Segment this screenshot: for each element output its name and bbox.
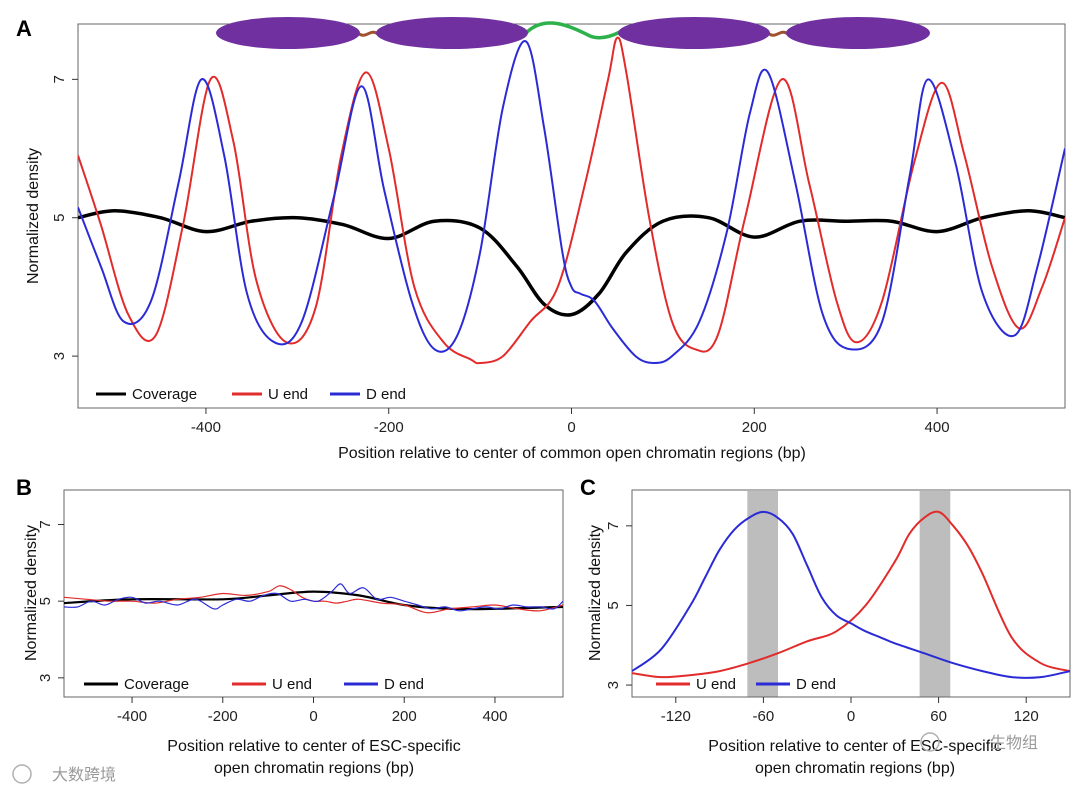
panel-b-series-d-end-line — [64, 583, 563, 612]
panel-a-legend-label-u-end: U end — [268, 386, 308, 403]
panel-c-xtick-label--60: -60 — [753, 708, 775, 725]
panel-c-ytick-label-5: 5 — [605, 601, 622, 609]
panel-b-xtick-label-400: 400 — [482, 708, 507, 725]
nucleosome-diagram — [216, 17, 930, 49]
panel-c-xlabel-line2: open chromatin regions (bp) — [755, 760, 955, 777]
panel-a-xtick-label--400: -400 — [191, 419, 221, 436]
panel-c-series-group — [632, 510, 1070, 679]
watermark-right-text: 生物组 — [990, 734, 1038, 752]
panel-a-legend-label-coverage: Coverage — [132, 386, 197, 403]
panel-b-ytick-label-5: 5 — [37, 597, 54, 605]
panel-a-ytick-label-7: 7 — [51, 75, 68, 83]
open-linker-center — [524, 21, 621, 40]
panel-c-legend-label-d-end: D end — [796, 676, 836, 693]
panel-a-series-coverage-line — [78, 209, 1065, 317]
panel-c-shaded-region-1 — [747, 491, 778, 697]
nucleosome-4 — [786, 17, 930, 49]
panel-b-ytick-label-3: 3 — [37, 674, 54, 682]
panel-a-xtick-label-200: 200 — [742, 419, 767, 436]
short-linker-left — [357, 30, 379, 37]
panel-c-series-d-end-line — [632, 510, 1070, 679]
panel-b-legend-label-u-end: U end — [272, 676, 312, 693]
panel-c-series-u-end-line — [632, 510, 1070, 679]
panel-b-xlabel-line1: Position relative to center of ESC-speci… — [167, 738, 460, 755]
panel-b-legend-label-d-end: D end — [384, 676, 424, 693]
panel-a-ytick-label-3: 3 — [51, 352, 68, 360]
panel-c-shaded-region-2 — [919, 491, 951, 697]
panel-c-ytick-label-7: 7 — [605, 522, 622, 530]
panel-letter-b: B — [16, 475, 32, 500]
watermark-left-text: 大数跨境 — [52, 765, 116, 784]
panel-a-legend-label-d-end: D end — [366, 386, 406, 403]
panel-c-ylabel: Normalized density — [587, 525, 604, 661]
panel-b-xtick-label--400: -400 — [117, 708, 147, 725]
panel-c-xtick-label--120: -120 — [661, 708, 691, 725]
panel-b-xtick-label-200: 200 — [392, 708, 417, 725]
panel-a-series-u-end-line — [78, 36, 1065, 365]
panel-letter-c: C — [580, 475, 596, 500]
panel-b-legend-label-coverage: Coverage — [124, 676, 189, 693]
panel-a-chart: -400 -200 0 200 400 3 5 7 Position relative to c… — [25, 23, 1066, 462]
panel-a-xtick-label--200: -200 — [374, 419, 404, 436]
panel-c-xtick-label-120: 120 — [1014, 708, 1039, 725]
panel-b-ytick-label-7: 7 — [37, 520, 54, 528]
panel-c-xlabel-line1: Position relative to center of ESC-speci… — [708, 738, 1001, 755]
nucleosome-2 — [376, 17, 528, 49]
panel-a-plot-frame — [77, 23, 1066, 409]
panel-c-ytick-label-3: 3 — [605, 681, 622, 689]
watermark-right-logo-icon — [920, 732, 940, 752]
panel-b-plot-frame — [63, 489, 564, 698]
watermark-left: 大数跨境 — [12, 764, 116, 784]
panel-a-ytick-label-5: 5 — [51, 214, 68, 222]
short-linker-right — [767, 30, 789, 37]
panel-b-xtick-label-0: 0 — [309, 708, 317, 725]
panel-b-xtick-label--200: -200 — [208, 708, 238, 725]
panel-c-xtick-label-0: 0 — [847, 708, 855, 725]
panel-a-series-d-end-line — [78, 40, 1065, 364]
panel-c-xtick-label-60: 60 — [930, 708, 947, 725]
panel-b-series-group — [64, 583, 563, 614]
panel-a-series-group — [78, 36, 1065, 365]
panel-b-ylabel: Normalized density — [23, 525, 40, 661]
watermark-right: 生物组 — [920, 732, 1038, 752]
watermark-left-logo-icon — [12, 764, 32, 784]
panel-letter-a: A — [16, 16, 32, 41]
nucleosome-3 — [618, 17, 770, 49]
panel-b-xlabel-line2: open chromatin regions (bp) — [214, 760, 414, 777]
panel-a-ylabel: Normalized density — [25, 148, 42, 284]
panel-a-xlabel: Position relative to center of common op… — [338, 445, 806, 462]
nucleosome-1 — [216, 17, 360, 49]
panel-a-xtick-label-0: 0 — [567, 419, 575, 436]
panel-c-legend-label-u-end: U end — [696, 676, 736, 693]
panel-a-xtick-label-400: 400 — [925, 419, 950, 436]
